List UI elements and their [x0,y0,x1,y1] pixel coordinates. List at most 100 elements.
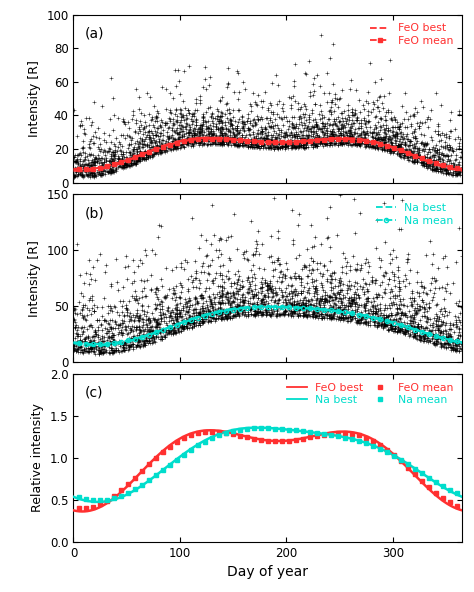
Point [233,126,240,135]
Point [375,92,383,101]
Point [326,277,334,287]
Point [254,301,261,310]
Point [413,330,420,339]
Point [172,136,179,145]
Point [412,328,419,337]
Point [205,307,212,317]
Point [111,148,119,157]
Point [313,121,321,130]
Point [318,127,325,137]
Point [405,137,413,146]
Point [191,295,199,304]
Point [326,271,334,280]
Point [233,121,241,131]
Point [318,138,326,147]
Point [311,285,319,294]
Point [439,326,447,336]
Point [183,298,191,308]
Point [288,287,295,296]
Point [385,140,393,150]
Point [443,333,450,343]
Point [357,311,365,321]
Point [325,136,332,145]
Point [205,116,212,126]
Point [436,307,443,316]
Point [318,294,326,304]
Point [99,349,107,358]
Point [440,160,448,170]
Point [423,114,430,124]
Point [303,311,311,321]
Point [218,308,226,317]
Point [308,138,315,147]
Point [181,323,188,332]
Point [454,164,461,173]
Point [266,279,273,288]
Point [97,166,105,175]
Point [218,305,226,314]
Point [294,309,301,318]
Point [185,296,193,305]
Point [227,127,234,137]
Point [419,324,427,333]
Point [96,250,104,259]
Point [332,293,339,303]
Point [368,302,376,311]
Point [225,306,233,316]
Point [320,260,328,270]
Point [132,291,140,301]
Point [299,302,306,311]
Point [411,143,419,153]
Point [125,321,132,331]
Point [183,140,191,149]
Point [388,134,395,144]
Point [218,93,226,102]
Point [451,134,459,144]
Point [170,134,177,144]
Point [93,303,100,312]
Point [76,336,84,346]
Point [117,296,124,305]
Point [210,294,218,303]
Point [347,295,355,304]
Point [455,296,463,305]
Point [417,152,424,161]
Point [195,127,203,137]
Point [445,144,452,154]
Point [215,132,223,141]
Point [140,337,148,347]
Point [231,301,238,311]
Point [173,140,181,149]
Point [398,131,405,141]
Point [134,128,142,138]
Point [211,136,219,145]
Point [455,315,463,324]
Point [410,321,418,331]
Point [394,316,402,326]
Point [140,307,147,316]
Point [263,278,270,287]
Point [221,312,228,321]
Point [181,131,188,141]
Point [367,107,374,117]
Point [344,140,352,150]
Point [401,321,408,331]
Point [85,113,93,123]
Point [170,318,177,328]
Point [199,317,206,327]
Point [292,268,299,277]
Point [339,129,346,139]
Point [224,295,232,304]
Point [224,310,232,319]
Point [360,127,367,137]
Point [196,307,204,316]
Point [246,305,254,314]
Point [299,300,307,309]
Point [442,287,450,296]
Point [217,234,225,243]
Point [427,336,434,346]
Point [241,303,248,313]
Point [109,148,117,157]
Point [370,317,378,327]
Point [126,340,133,350]
